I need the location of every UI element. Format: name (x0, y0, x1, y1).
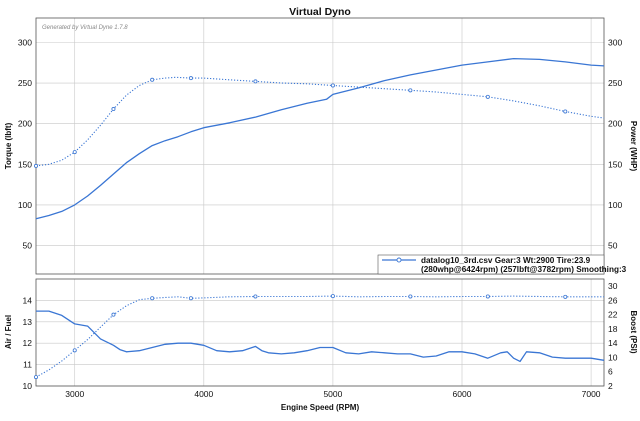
tick-label: 50 (608, 241, 618, 251)
boost-point (408, 294, 413, 299)
tick-label: 300 (18, 37, 32, 47)
boost-point (485, 294, 490, 299)
tick-label: 50 (23, 241, 33, 251)
boost-line (35, 295, 604, 378)
tick-label: 14 (23, 295, 33, 305)
boost-point (111, 312, 116, 317)
air-fuel-axis-label: Air / Fuel (4, 315, 13, 349)
legend-marker (396, 257, 402, 263)
boost-point (253, 294, 258, 299)
tick-label: 18 (608, 324, 618, 334)
tick-label: 4000 (194, 389, 213, 399)
air-fuel-axis-ticks: 10 11 12 13 14 (23, 295, 33, 391)
tick-label: 6000 (453, 389, 472, 399)
power-axis-ticks: 50 100 150 200 250 300 (608, 37, 622, 250)
boost-point (563, 294, 568, 299)
tick-label: 3000 (65, 389, 84, 399)
torque-point (330, 83, 335, 88)
legend-entry-line1: datalog10_3rd.csv Gear:3 Wt:2900 Tire:23… (421, 256, 591, 265)
tick-label: 14 (608, 338, 618, 348)
legend-entry-line2: (280whp@6424rpm) (257lbft@3782rpm) Smoot… (421, 265, 627, 274)
torque-point (408, 88, 413, 93)
boost-point (330, 294, 335, 299)
rpm-axis-ticks: 3000 4000 5000 6000 7000 (65, 389, 601, 399)
boost-point (188, 296, 193, 301)
rpm-axis-label: Engine Speed (RPM) (281, 403, 360, 412)
top-series (34, 57, 605, 220)
tick-label: 10 (608, 352, 618, 362)
torque-point (150, 77, 155, 82)
torque-point (34, 163, 39, 168)
tick-label: 100 (608, 200, 622, 210)
power-axis-label: Power (WHP) (629, 121, 638, 172)
tick-label: 10 (23, 381, 33, 391)
tick-label: 11 (23, 360, 32, 370)
torque-point (485, 94, 490, 99)
tick-label: 7000 (582, 389, 601, 399)
torque-point (563, 109, 568, 114)
tick-label: 200 (608, 119, 622, 129)
torque-point (188, 76, 193, 81)
bottom-series (34, 294, 605, 380)
top-gridlines (36, 18, 604, 274)
torque-axis-ticks: 50 100 150 200 250 300 (18, 37, 32, 250)
torque-line (35, 76, 605, 167)
tick-label: 150 (608, 159, 622, 169)
tick-label: 250 (608, 78, 622, 88)
top-plot-frame (35, 17, 605, 275)
bottom-gridlines (36, 279, 604, 387)
boost-point (34, 375, 39, 380)
torque-point (72, 150, 77, 155)
power-line (35, 57, 605, 220)
tick-label: 250 (18, 78, 32, 88)
torque-point (253, 79, 258, 84)
chart-title: Virtual Dyno (289, 6, 351, 18)
air-fuel-line (36, 310, 605, 363)
torque-point (111, 107, 116, 112)
tick-label: 30 (608, 281, 618, 291)
boost-axis-label: Boost (PSI) (629, 310, 638, 353)
legend-box (377, 254, 605, 275)
boost-point (72, 348, 77, 353)
bottom-plot-frame (35, 278, 605, 387)
tick-label: 300 (608, 37, 622, 47)
tick-label: 22 (608, 310, 618, 320)
tick-label: 2 (608, 381, 613, 391)
tick-label: 6 (608, 367, 613, 377)
tick-label: 5000 (323, 389, 342, 399)
tick-label: 26 (608, 295, 618, 305)
tick-label: 13 (23, 317, 33, 327)
tick-label: 150 (18, 159, 32, 169)
tick-label: 12 (23, 338, 33, 348)
tick-label: 200 (18, 119, 32, 129)
boost-point (150, 296, 155, 301)
legend: datalog10_3rd.csv Gear:3 Wt:2900 Tire:23… (377, 254, 627, 275)
tick-label: 100 (18, 200, 32, 210)
watermark-label: Generated by Virtual Dyne 1.7.8 (42, 25, 128, 31)
torque-axis-label: Torque (lbft) (4, 122, 13, 169)
